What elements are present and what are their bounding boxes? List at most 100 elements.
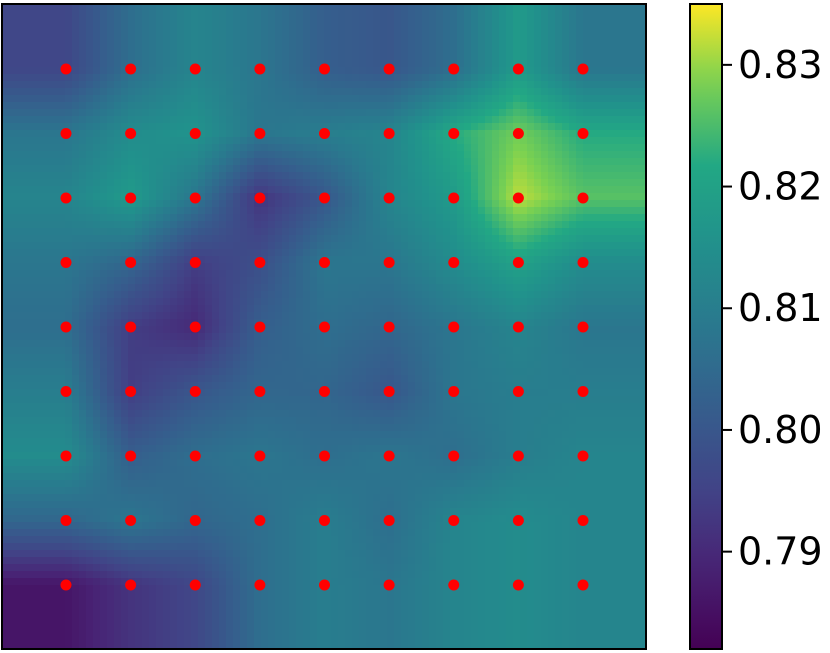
heatmap-cell bbox=[233, 179, 241, 187]
heatmap-cell bbox=[72, 249, 80, 257]
heatmap-cell bbox=[625, 298, 633, 306]
heatmap-cell bbox=[408, 298, 416, 306]
heatmap-cell bbox=[184, 312, 192, 320]
heatmap-cell bbox=[359, 88, 367, 96]
heatmap-cell bbox=[303, 270, 311, 278]
heatmap-cell bbox=[436, 81, 444, 89]
heatmap-cell bbox=[464, 200, 472, 208]
heatmap-cell bbox=[359, 95, 367, 103]
heatmap-cell bbox=[310, 207, 318, 215]
heatmap-cell bbox=[16, 319, 24, 327]
heatmap-cell bbox=[240, 81, 248, 89]
heatmap-cell bbox=[37, 312, 45, 320]
heatmap-cell bbox=[331, 270, 339, 278]
heatmap-cell bbox=[317, 228, 325, 236]
heatmap-cell bbox=[422, 361, 430, 369]
heatmap-cell bbox=[408, 242, 416, 250]
heatmap-cell bbox=[135, 249, 143, 257]
heatmap-cell bbox=[359, 263, 367, 271]
heatmap-cell bbox=[30, 95, 38, 103]
heatmap-cell bbox=[485, 46, 493, 54]
heatmap-cell bbox=[142, 137, 150, 145]
heatmap-cell bbox=[478, 207, 486, 215]
heatmap-cell bbox=[135, 305, 143, 313]
heatmap-cell bbox=[541, 354, 549, 362]
heatmap-cell bbox=[345, 46, 353, 54]
heatmap-cell bbox=[30, 277, 38, 285]
heatmap-cell bbox=[513, 18, 521, 26]
heatmap-cell bbox=[317, 291, 325, 299]
heatmap-cell bbox=[65, 39, 73, 47]
heatmap-cell bbox=[51, 228, 59, 236]
heatmap-cell bbox=[163, 95, 171, 103]
heatmap-cell bbox=[289, 18, 297, 26]
heatmap-cell bbox=[380, 221, 388, 229]
heatmap-cell bbox=[261, 200, 269, 208]
heatmap-cell bbox=[513, 46, 521, 54]
heatmap-cell bbox=[177, 193, 185, 201]
heatmap-cell bbox=[625, 270, 633, 278]
heatmap-cell bbox=[37, 39, 45, 47]
heatmap-cell bbox=[177, 165, 185, 173]
heatmap-cell bbox=[247, 144, 255, 152]
heatmap-cell bbox=[359, 130, 367, 138]
heatmap-cell bbox=[65, 214, 73, 222]
heatmap-cell bbox=[177, 284, 185, 292]
heatmap-cell bbox=[142, 186, 150, 194]
heatmap-cell bbox=[555, 270, 563, 278]
heatmap-cell bbox=[569, 368, 577, 376]
heatmap-cell bbox=[261, 284, 269, 292]
heatmap-cell bbox=[135, 347, 143, 355]
heatmap-cell bbox=[541, 179, 549, 187]
heatmap-cell bbox=[534, 277, 542, 285]
heatmap-cell bbox=[345, 32, 353, 40]
heatmap-cell bbox=[219, 11, 227, 19]
heatmap-cell bbox=[394, 102, 402, 110]
heatmap-cell bbox=[93, 109, 101, 117]
heatmap-cell bbox=[387, 249, 395, 257]
heatmap-cell bbox=[569, 172, 577, 180]
heatmap-cell bbox=[450, 39, 458, 47]
heatmap-cell bbox=[107, 221, 115, 229]
heatmap-cell bbox=[86, 235, 94, 243]
heatmap-cell bbox=[2, 193, 10, 201]
heatmap-cell bbox=[296, 109, 304, 117]
heatmap-cell bbox=[72, 144, 80, 152]
heatmap-cell bbox=[156, 137, 164, 145]
heatmap-cell bbox=[352, 270, 360, 278]
heatmap-cell bbox=[212, 235, 220, 243]
heatmap-cell bbox=[9, 256, 17, 264]
heatmap-cell bbox=[121, 214, 129, 222]
heatmap-cell bbox=[247, 4, 255, 12]
heatmap-cell bbox=[275, 200, 283, 208]
heatmap-cell bbox=[184, 46, 192, 54]
heatmap-cell bbox=[9, 144, 17, 152]
heatmap-cell bbox=[562, 249, 570, 257]
heatmap-cell bbox=[632, 361, 640, 369]
heatmap-cell bbox=[37, 151, 45, 159]
heatmap-cell bbox=[261, 53, 269, 61]
heatmap-cell bbox=[30, 144, 38, 152]
heatmap-cell bbox=[436, 151, 444, 159]
heatmap-cell bbox=[275, 67, 283, 75]
heatmap-cell bbox=[555, 200, 563, 208]
heatmap-cell bbox=[457, 53, 465, 61]
heatmap-cell bbox=[51, 249, 59, 257]
heatmap-cell bbox=[247, 95, 255, 103]
heatmap-cell bbox=[30, 158, 38, 166]
heatmap-cell bbox=[534, 291, 542, 299]
heatmap-cell bbox=[163, 200, 171, 208]
heatmap-cell bbox=[170, 361, 178, 369]
heatmap-cell bbox=[618, 102, 626, 110]
heatmap-cell bbox=[58, 319, 66, 327]
heatmap-cell bbox=[366, 270, 374, 278]
heatmap-cell bbox=[443, 298, 451, 306]
heatmap-cell bbox=[44, 46, 52, 54]
heatmap-cell bbox=[639, 123, 646, 131]
heatmap-cell bbox=[373, 109, 381, 117]
heatmap-cell bbox=[373, 11, 381, 19]
heatmap-cell bbox=[527, 186, 535, 194]
heatmap-cell bbox=[282, 4, 290, 12]
heatmap-cell bbox=[289, 46, 297, 54]
heatmap-cell bbox=[338, 291, 346, 299]
